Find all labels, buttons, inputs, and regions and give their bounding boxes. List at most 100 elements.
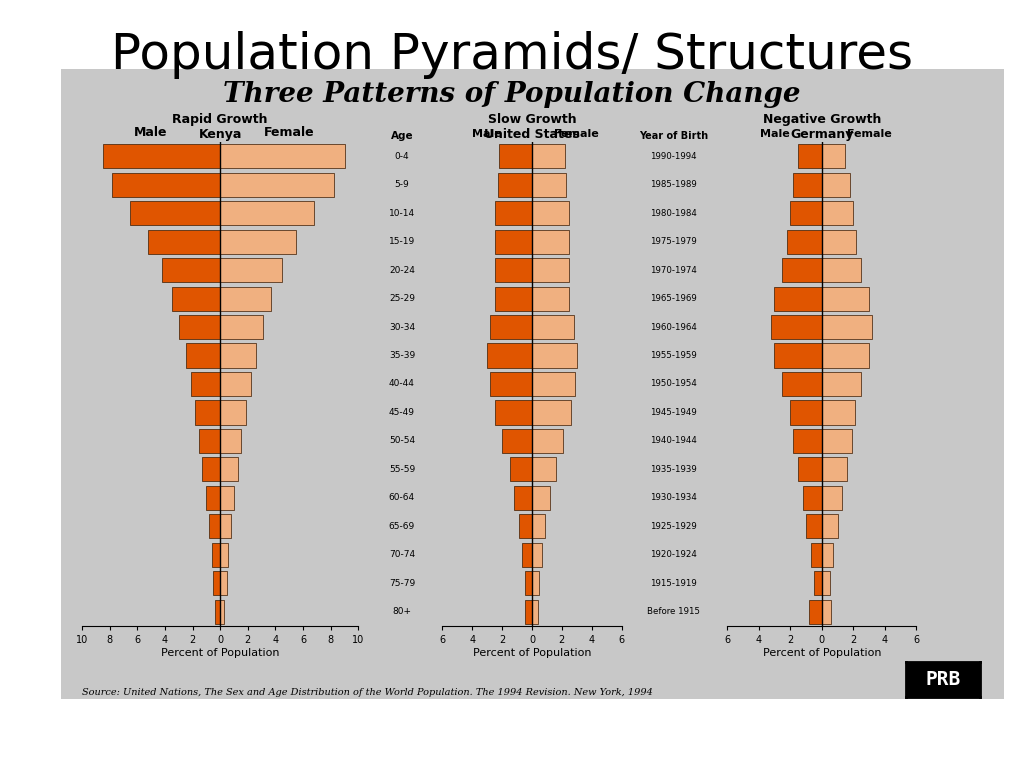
Bar <box>172 286 220 311</box>
Bar <box>514 485 532 510</box>
Text: 20-24: 20-24 <box>389 266 415 275</box>
Bar <box>532 230 569 253</box>
Bar <box>532 457 556 482</box>
Bar <box>220 429 241 453</box>
Bar <box>185 343 220 368</box>
Text: 50-54: 50-54 <box>389 436 415 445</box>
Bar <box>162 258 220 283</box>
Bar <box>524 571 532 595</box>
Bar <box>821 343 869 368</box>
Bar <box>220 485 234 510</box>
Text: 1940-1944: 1940-1944 <box>650 436 697 445</box>
Bar <box>821 173 850 197</box>
Text: Before 1915: Before 1915 <box>647 607 700 616</box>
Bar <box>202 457 220 482</box>
Text: 60-64: 60-64 <box>389 493 415 502</box>
Text: 45-49: 45-49 <box>389 408 415 417</box>
Bar <box>102 144 220 168</box>
Bar <box>196 400 220 425</box>
Bar <box>532 429 563 453</box>
Bar <box>794 429 821 453</box>
Text: 10-14: 10-14 <box>389 209 415 218</box>
Bar <box>532 343 577 368</box>
Bar <box>774 343 821 368</box>
Bar <box>821 230 856 253</box>
Bar <box>821 201 853 225</box>
Text: 70-74: 70-74 <box>389 550 415 559</box>
Text: 35-39: 35-39 <box>389 351 415 360</box>
Bar <box>220 144 344 168</box>
Text: 0-4: 0-4 <box>394 152 410 161</box>
Text: 75-79: 75-79 <box>389 579 415 588</box>
Text: 1915-1919: 1915-1919 <box>650 579 697 588</box>
Text: 40-44: 40-44 <box>389 379 415 389</box>
Bar <box>220 400 247 425</box>
Bar <box>209 515 220 538</box>
Bar <box>774 286 821 311</box>
Bar <box>495 400 532 425</box>
Text: 1955-1959: 1955-1959 <box>650 351 697 360</box>
Bar <box>495 286 532 311</box>
Bar <box>220 286 271 311</box>
Bar <box>179 315 220 339</box>
Text: 65-69: 65-69 <box>389 521 415 531</box>
Text: 25-29: 25-29 <box>389 294 415 303</box>
Bar <box>200 429 220 453</box>
Text: 80+: 80+ <box>392 607 412 616</box>
Bar <box>821 515 838 538</box>
Text: 1960-1964: 1960-1964 <box>650 323 697 332</box>
Bar <box>495 230 532 253</box>
Bar <box>821 372 861 396</box>
Text: 30-34: 30-34 <box>389 323 415 332</box>
Text: 1930-1934: 1930-1934 <box>650 493 697 502</box>
Bar <box>791 201 821 225</box>
Bar <box>220 600 224 624</box>
Text: Male: Male <box>134 126 168 139</box>
Text: 1925-1929: 1925-1929 <box>650 521 697 531</box>
Bar <box>220 515 231 538</box>
Bar <box>499 144 532 168</box>
Text: 1945-1949: 1945-1949 <box>650 408 697 417</box>
Bar <box>220 173 334 197</box>
Bar <box>532 286 569 311</box>
X-axis label: Percent of Population: Percent of Population <box>473 647 591 657</box>
Bar <box>498 173 532 197</box>
Title: Slow Growth
United States: Slow Growth United States <box>484 113 580 141</box>
Bar <box>502 429 532 453</box>
Text: PRB: PRB <box>926 670 961 689</box>
Bar <box>113 173 220 197</box>
Bar <box>220 201 314 225</box>
Bar <box>490 372 532 396</box>
Text: Male: Male <box>472 129 502 139</box>
Bar <box>220 343 256 368</box>
Bar <box>521 543 532 567</box>
Bar <box>821 571 829 595</box>
Bar <box>532 201 569 225</box>
Bar <box>215 600 220 624</box>
Bar <box>510 457 532 482</box>
Bar <box>518 515 532 538</box>
Text: 5-9: 5-9 <box>394 180 410 189</box>
Bar <box>806 515 821 538</box>
Text: Source: United Nations, The Sex and Age Distribution of the World Population. Th: Source: United Nations, The Sex and Age … <box>82 688 652 697</box>
Bar <box>821 485 843 510</box>
Text: Male: Male <box>760 129 790 139</box>
Bar <box>212 543 220 567</box>
Bar <box>821 543 833 567</box>
Bar <box>220 543 228 567</box>
Bar <box>207 485 220 510</box>
Text: 1965-1969: 1965-1969 <box>650 294 697 303</box>
Bar <box>130 201 220 225</box>
Bar <box>532 144 565 168</box>
Bar <box>220 457 239 482</box>
Bar <box>532 315 573 339</box>
Bar <box>490 315 532 339</box>
Bar <box>495 201 532 225</box>
Bar <box>220 258 283 283</box>
Text: 1985-1989: 1985-1989 <box>650 180 697 189</box>
Text: 1950-1954: 1950-1954 <box>650 379 697 389</box>
Text: 55-59: 55-59 <box>389 465 415 474</box>
Text: Female: Female <box>847 129 892 139</box>
Bar <box>220 230 296 253</box>
Bar <box>532 515 546 538</box>
